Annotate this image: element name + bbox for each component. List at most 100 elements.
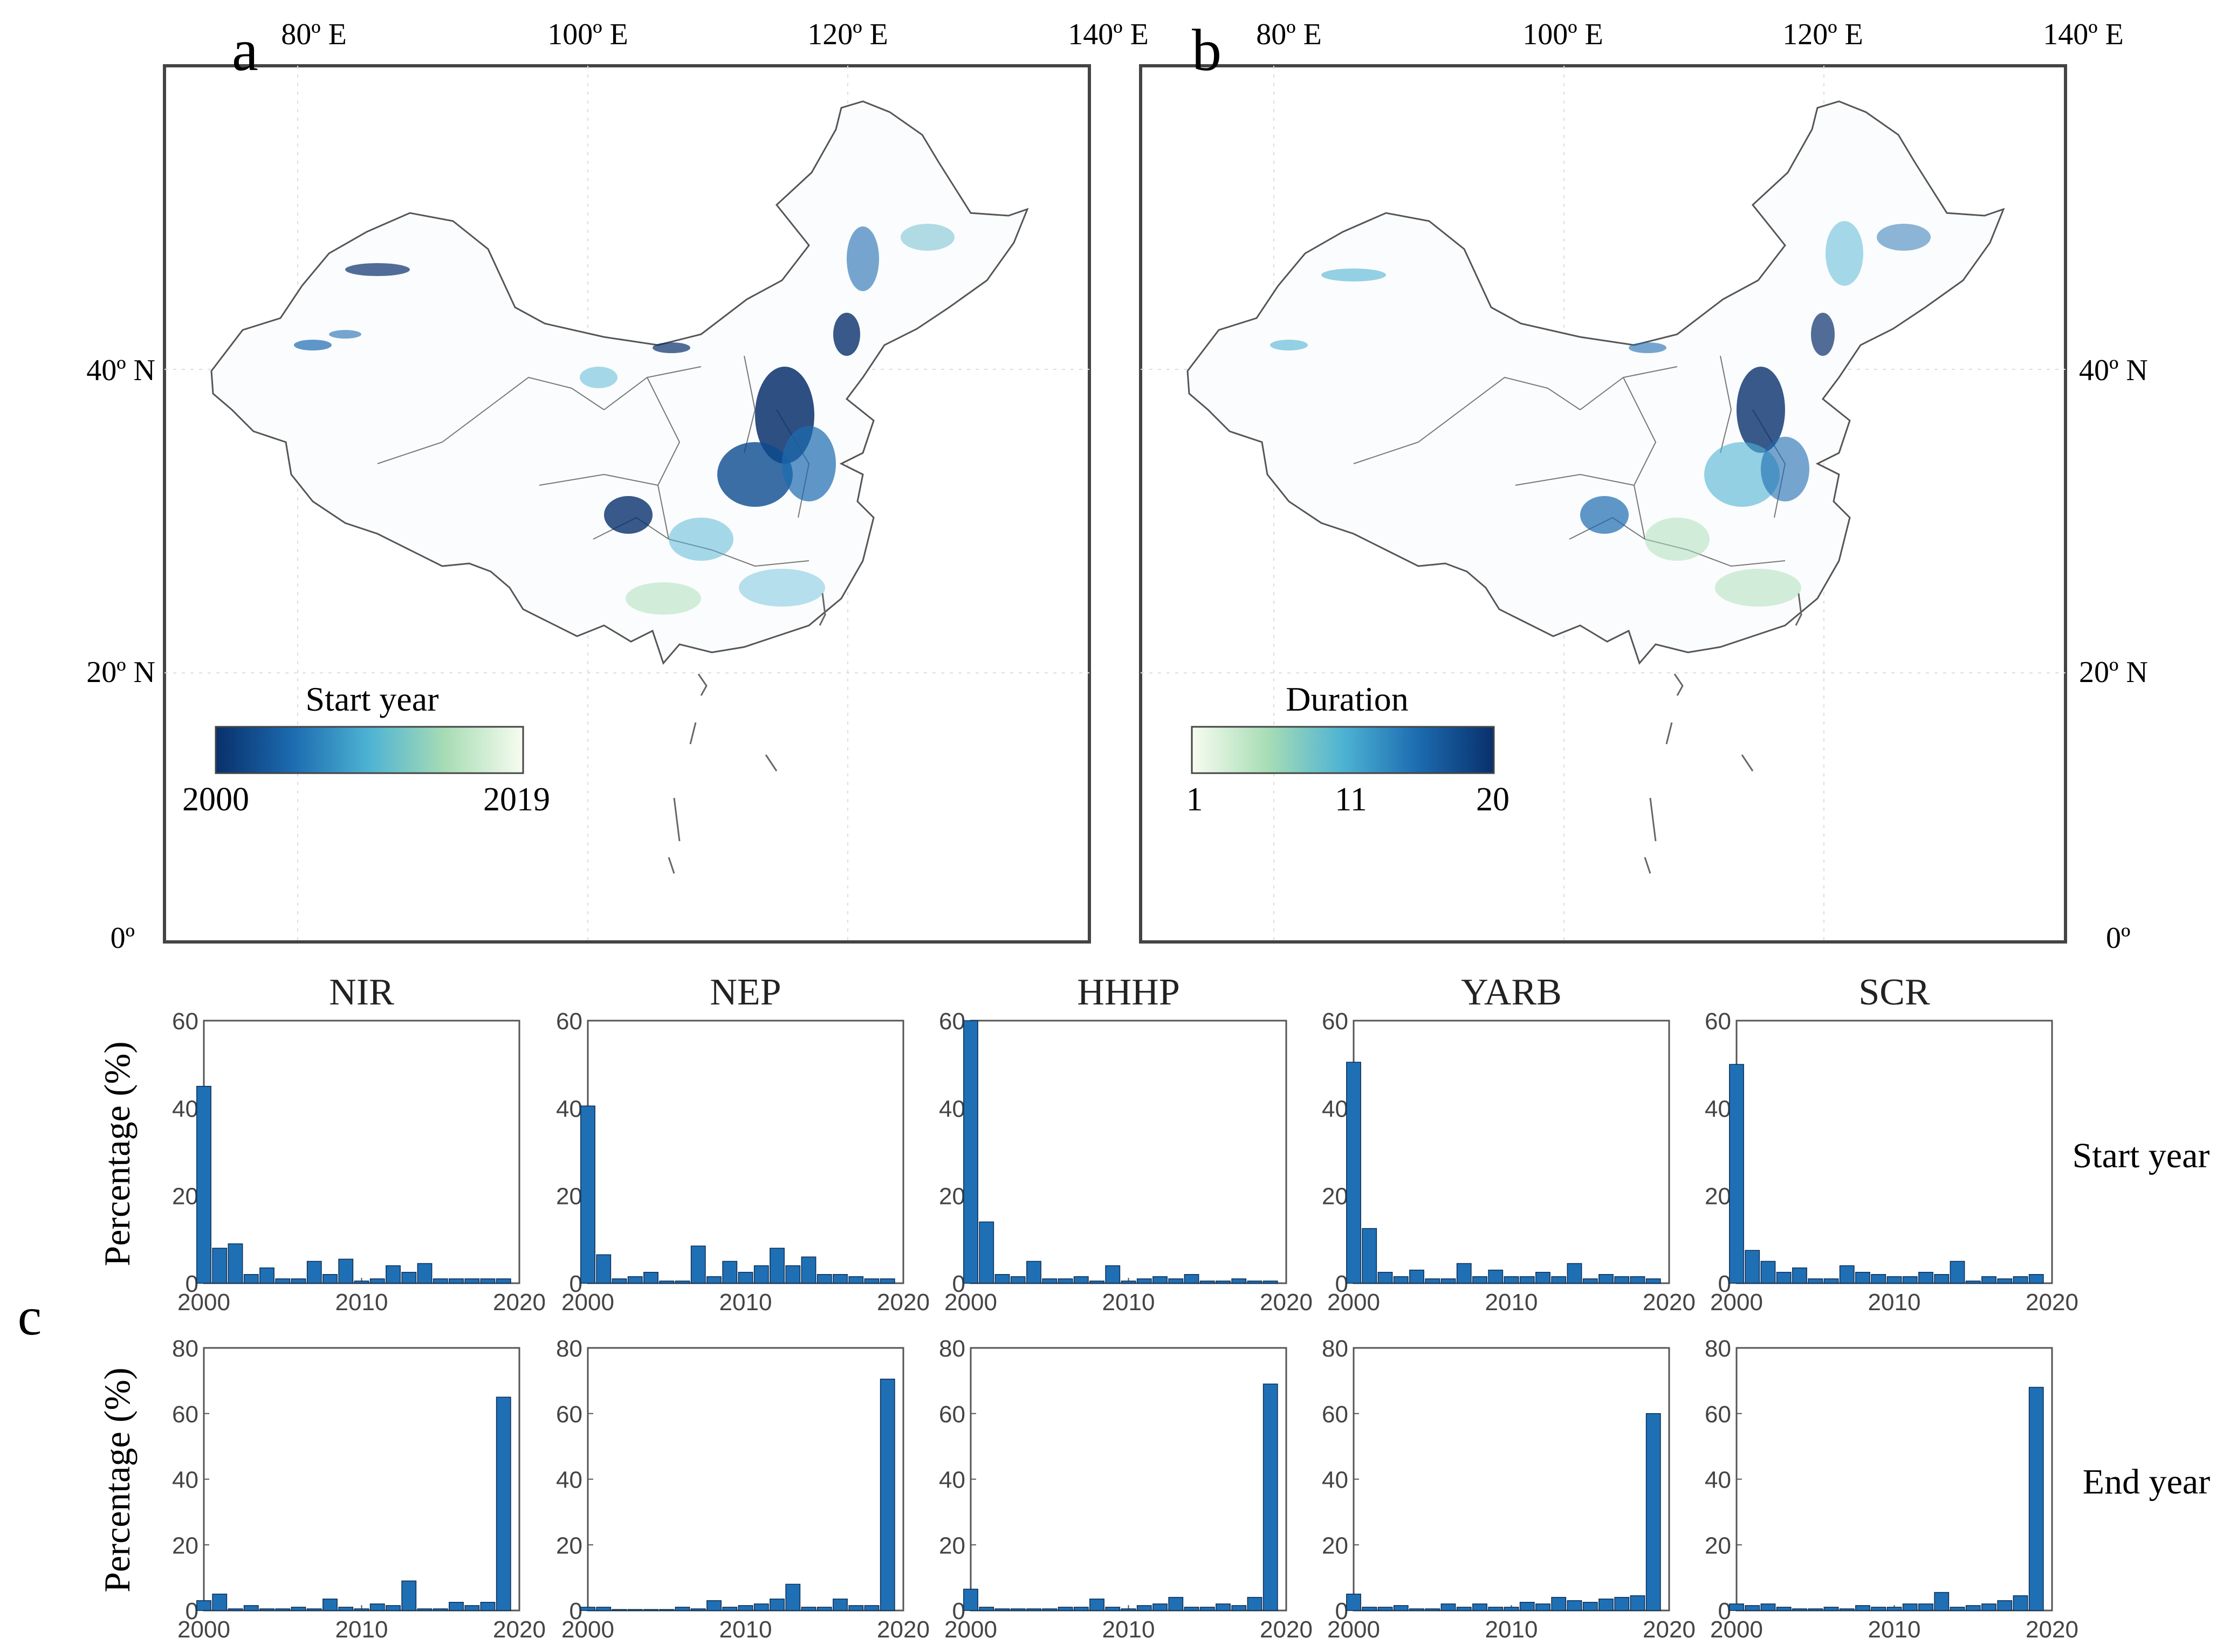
y-tick-label: 20 xyxy=(939,1183,965,1210)
bar xyxy=(1073,1276,1089,1284)
bar xyxy=(1582,1278,1598,1284)
bar xyxy=(243,1274,259,1284)
y-tick-label: 80 xyxy=(939,1336,965,1362)
map-data-patch xyxy=(1877,224,1931,251)
bar xyxy=(1089,1598,1104,1611)
lon-tick-label: 120º E xyxy=(1782,18,1863,51)
colorbar-b-tick: 1 xyxy=(1186,781,1203,818)
bar xyxy=(1630,1276,1645,1284)
bar xyxy=(1645,1413,1661,1611)
bar xyxy=(1965,1281,1981,1284)
lat-tick-label: 40º N xyxy=(2079,354,2148,387)
y-tick-label: 20 xyxy=(1322,1532,1348,1559)
bar xyxy=(1105,1265,1121,1284)
panel-label-c: c xyxy=(18,1286,42,1346)
map-data-patch xyxy=(847,226,879,291)
bar xyxy=(596,1254,612,1284)
map-data-patch xyxy=(1761,437,1809,501)
bar xyxy=(1855,1271,1870,1284)
y-tick-label: 80 xyxy=(1705,1336,1731,1362)
bar xyxy=(1902,1603,1918,1611)
x-tick-label: 2000 xyxy=(1710,1616,1763,1643)
row-label-end: End year xyxy=(2083,1462,2210,1502)
plot-frame xyxy=(1353,1020,1670,1284)
bar xyxy=(1042,1608,1058,1611)
bar xyxy=(401,1271,417,1284)
bar xyxy=(1393,1276,1409,1284)
lat-tick-label: 20º N xyxy=(2079,656,2148,689)
bar xyxy=(228,1608,243,1611)
map-data-patch xyxy=(901,224,955,251)
bar-chart-end-5: 0 20 40 60 80 2000 2010 2020 xyxy=(1705,1336,2078,1643)
bar xyxy=(417,1263,433,1284)
y-tick-label: 20 xyxy=(1322,1183,1348,1210)
bar xyxy=(816,1274,832,1284)
bar xyxy=(291,1607,306,1611)
bar xyxy=(1121,1281,1136,1284)
map-data-patch xyxy=(1715,569,1801,607)
bar xyxy=(833,1274,848,1284)
bar xyxy=(291,1278,306,1284)
bar xyxy=(1247,1281,1262,1284)
bar xyxy=(801,1256,816,1284)
bar xyxy=(464,1278,480,1284)
bar xyxy=(1950,1607,1965,1611)
bar xyxy=(449,1602,464,1611)
colorbar-a xyxy=(215,726,524,774)
map-b-graticule xyxy=(1141,66,2066,942)
bar xyxy=(1488,1269,1504,1284)
bar xyxy=(1598,1598,1614,1611)
bar xyxy=(1934,1274,1950,1284)
bar xyxy=(1456,1607,1472,1611)
map-a-outline xyxy=(210,100,1029,665)
y-tick-label: 0 xyxy=(952,1271,965,1297)
bar xyxy=(306,1261,322,1284)
bar xyxy=(1073,1607,1089,1611)
plot-frame xyxy=(970,1347,1287,1612)
bar xyxy=(1535,1603,1550,1611)
x-tick-label: 2000 xyxy=(1710,1289,1763,1316)
bar xyxy=(1645,1278,1661,1284)
x-tick-label: 2020 xyxy=(2026,1616,2078,1643)
y-tick-label: 20 xyxy=(556,1183,582,1210)
map-panel-b: 80º E 100º E 120º E 140º E 40º N 20º N 0… xyxy=(1139,17,2148,955)
x-tick-label: 2000 xyxy=(1327,1616,1380,1643)
bar xyxy=(643,1271,658,1284)
bar xyxy=(480,1602,496,1611)
bar xyxy=(1247,1596,1262,1611)
y-tick-label: 60 xyxy=(172,1401,198,1428)
bar xyxy=(1551,1596,1567,1611)
panel-label-b: b xyxy=(1192,17,1222,83)
y-tick-label: 0 xyxy=(569,1271,582,1297)
bar xyxy=(1184,1607,1199,1611)
map-a-data xyxy=(294,224,955,615)
y-tick-label: 40 xyxy=(556,1467,582,1493)
y-tick-label: 20 xyxy=(1705,1532,1731,1559)
x-tick-label: 2000 xyxy=(177,1289,230,1316)
x-tick-label: 2020 xyxy=(1643,1616,1696,1643)
lat-tick-label: 0º xyxy=(111,921,135,955)
bar xyxy=(1871,1607,1886,1611)
bar xyxy=(449,1278,464,1284)
bar xyxy=(1504,1276,1519,1284)
bar xyxy=(706,1276,722,1284)
y-tick-label: 60 xyxy=(556,1401,582,1428)
map-panel-a: 80º E 100º E 120º E 140º E 40º N 20º N 0… xyxy=(86,17,1149,955)
y-tick-label: 40 xyxy=(1705,1096,1731,1122)
y-tick-label: 80 xyxy=(556,1336,582,1362)
y-tick-label: 80 xyxy=(172,1336,198,1362)
bar xyxy=(801,1607,816,1611)
bar xyxy=(322,1598,338,1611)
map-data-patch xyxy=(1629,342,1666,353)
bar xyxy=(580,1105,595,1284)
plot-frame xyxy=(587,1020,904,1284)
bar xyxy=(1409,1608,1424,1611)
bar xyxy=(1058,1278,1073,1284)
bar xyxy=(770,1248,785,1284)
bar xyxy=(1362,1228,1377,1284)
bar xyxy=(322,1274,338,1284)
x-tick-label: 2010 xyxy=(1868,1289,1921,1316)
bar xyxy=(785,1265,801,1284)
bar-chart-start-1: 0 20 40 60 2000 2010 2020 NIR xyxy=(172,972,546,1316)
x-tick-label: 2020 xyxy=(1643,1289,1696,1316)
